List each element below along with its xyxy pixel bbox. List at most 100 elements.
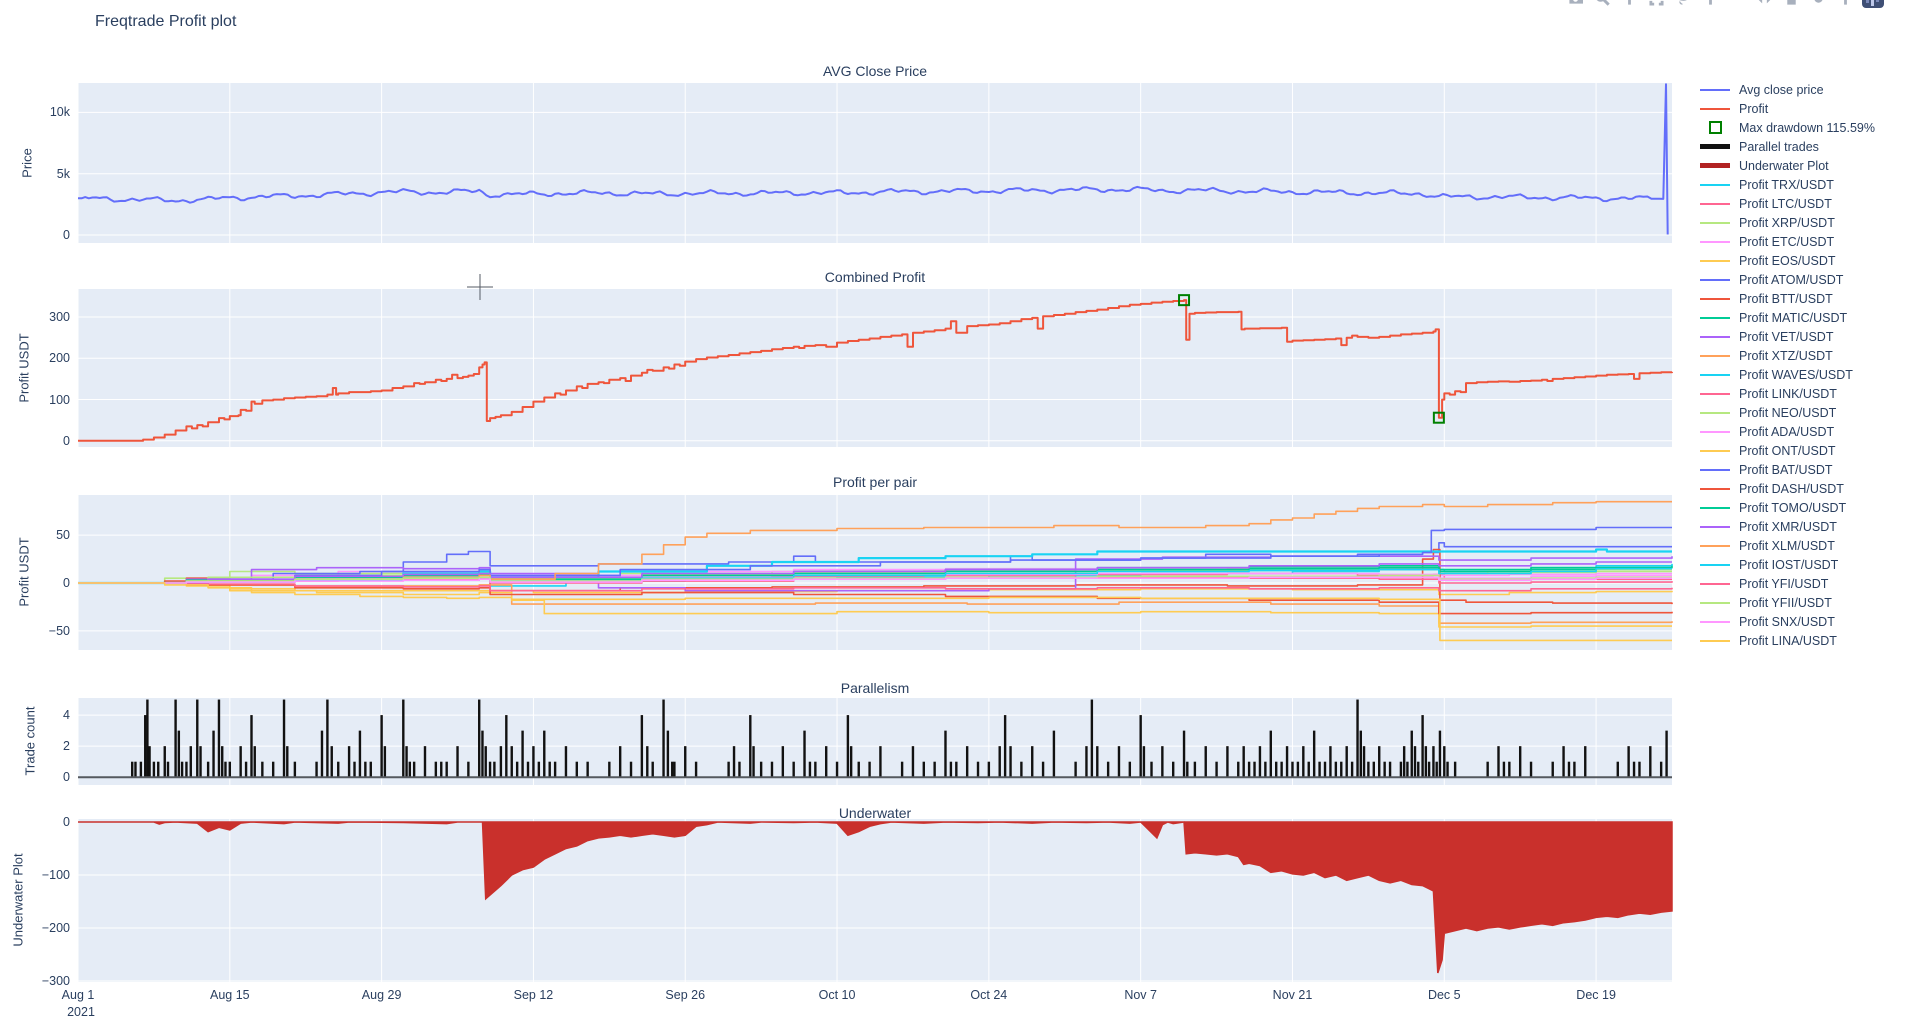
y-tick-label: 0 [63, 770, 70, 785]
parallel-trades-bar [510, 746, 513, 778]
zoom-icon[interactable] [1592, 0, 1612, 9]
legend-item-profit-bat-usdt[interactable]: Profit BAT/USDT [1700, 460, 1875, 479]
pair-line-profit-snx-usdt [78, 576, 1672, 584]
y-tick-label: 10k [49, 105, 70, 120]
legend-item-label: Profit TRX/USDT [1739, 177, 1834, 192]
parallel-trades-bar [353, 761, 356, 778]
legend-item-profit-xlm-usdt[interactable]: Profit XLM/USDT [1700, 536, 1875, 555]
parallel-trades-bar [781, 746, 785, 778]
parallel-trades-bar [1291, 761, 1294, 778]
legend-line-swatch-icon [1700, 373, 1732, 376]
parallel-trades-bar [998, 746, 1001, 778]
plot-area-1[interactable] [78, 289, 1672, 447]
parallel-trades-bar [315, 761, 318, 778]
legend-item-profit-xmr-usdt[interactable]: Profit XMR/USDT [1700, 517, 1875, 536]
x-tick-label: Dec 5 [1427, 988, 1461, 1002]
reset-axes-icon[interactable] [1781, 0, 1801, 9]
legend-line-swatch-icon [1700, 601, 1732, 604]
parallel-trades-bar [1627, 746, 1630, 778]
autoscale-icon[interactable] [1754, 0, 1774, 9]
pan-icon[interactable] [1619, 0, 1639, 9]
plot-area-0[interactable] [78, 83, 1672, 243]
legend-item-underwater-plot[interactable]: Underwater Plot [1700, 156, 1875, 175]
legend-item-profit-atom-usdt[interactable]: Profit ATOM/USDT [1700, 270, 1875, 289]
legend-item-profit-matic-usdt[interactable]: Profit MATIC/USDT [1700, 308, 1875, 327]
parallel-trades-bar [326, 699, 329, 778]
legend-item-label: Avg close price [1739, 82, 1824, 97]
legend-line-swatch-icon [1700, 163, 1732, 168]
legend-item-profit-iost-usdt[interactable]: Profit IOST/USDT [1700, 555, 1875, 574]
legend-item-profit-yfii-usdt[interactable]: Profit YFII/USDT [1700, 593, 1875, 612]
parallel-trades-bar [148, 746, 151, 778]
parallel-trades-bar [1031, 746, 1034, 778]
hover-closest-icon[interactable] [1808, 0, 1828, 9]
legend-item-profit[interactable]: Profit [1700, 99, 1875, 118]
pair-line-profit-xmr-usdt [78, 561, 1672, 584]
parallel-trades-bar [1367, 761, 1370, 778]
legend-item-profit-ont-usdt[interactable]: Profit ONT/USDT [1700, 441, 1875, 460]
legend-item-profit-snx-usdt[interactable]: Profit SNX/USDT [1700, 612, 1875, 631]
parallel-trades-bar [1280, 761, 1283, 778]
parallel-trades-bar [673, 761, 676, 778]
y-tick-label: −200 [41, 920, 70, 935]
legend-item-profit-btt-usdt[interactable]: Profit BTT/USDT [1700, 289, 1875, 308]
combined-profit-line [78, 299, 1673, 442]
legend-line-swatch-icon [1700, 506, 1732, 509]
zoom-in-icon[interactable] [1700, 0, 1720, 9]
y-axis-title-price: Price [19, 148, 35, 178]
parallel-trades-bar [1427, 761, 1431, 778]
legend-item-label: Profit MATIC/USDT [1739, 310, 1848, 325]
legend-item-profit-eos-usdt[interactable]: Profit EOS/USDT [1700, 251, 1875, 270]
legend-item-profit-etc-usdt[interactable]: Profit ETC/USDT [1700, 232, 1875, 251]
parallel-trades-bar [1383, 761, 1386, 778]
legend-item-profit-xtz-usdt[interactable]: Profit XTZ/USDT [1700, 346, 1875, 365]
parallel-trades-bar [1421, 715, 1424, 778]
legend-item-profit-trx-usdt[interactable]: Profit TRX/USDT [1700, 175, 1875, 194]
lasso-icon[interactable] [1673, 0, 1693, 9]
parallel-trades-bar [1665, 730, 1668, 778]
camera-icon[interactable] [1565, 0, 1585, 9]
legend-item-label: Profit EOS/USDT [1739, 253, 1836, 268]
parallel-trades-bar [1139, 715, 1142, 778]
legend-item-parallel-trades[interactable]: Parallel trades [1700, 137, 1875, 156]
legend-line-swatch-icon [1700, 411, 1732, 414]
max-drawdown-marker-icon [1700, 121, 1732, 134]
plotly-logo[interactable] [1862, 0, 1884, 8]
parallel-trades-bar [955, 761, 958, 778]
legend-item-profit-ada-usdt[interactable]: Profit ADA/USDT [1700, 422, 1875, 441]
legend-item-profit-dash-usdt[interactable]: Profit DASH/USDT [1700, 479, 1875, 498]
parallel-trades-bar [1356, 699, 1359, 778]
legend-item-profit-vet-usdt[interactable]: Profit VET/USDT [1700, 327, 1875, 346]
legend-item-label: Profit [1739, 101, 1769, 116]
parallel-trades-bar [543, 730, 546, 778]
legend-item-profit-waves-usdt[interactable]: Profit WAVES/USDT [1700, 365, 1875, 384]
legend-item-label: Profit SNX/USDT [1739, 614, 1835, 629]
parallel-trades-bar [1424, 746, 1428, 778]
zoom-out-icon[interactable] [1727, 0, 1747, 9]
parallel-trades-bar [1247, 761, 1251, 778]
legend-item-profit-yfi-usdt[interactable]: Profit YFI/USDT [1700, 574, 1875, 593]
box-select-icon[interactable] [1646, 0, 1666, 9]
parallel-trades-bar [271, 761, 275, 778]
parallel-trades-bar [1171, 761, 1175, 778]
legend-item-profit-xrp-usdt[interactable]: Profit XRP/USDT [1700, 213, 1875, 232]
y-axis-title-profit-usdt-1: Profit USDT [16, 333, 32, 403]
parallel-trades-bar [358, 730, 362, 778]
max-drawdown-marker-0 [1178, 294, 1191, 307]
legend-item-profit-neo-usdt[interactable]: Profit NEO/USDT [1700, 403, 1875, 422]
x-tick-label: Oct 24 [970, 988, 1008, 1002]
parallel-trades-bar [752, 746, 755, 778]
legend-item-profit-tomo-usdt[interactable]: Profit TOMO/USDT [1700, 498, 1875, 517]
legend-item-profit-link-usdt[interactable]: Profit LINK/USDT [1700, 384, 1875, 403]
parallel-trades-bar [846, 715, 850, 778]
legend-item-max-drawdown-115-59-[interactable]: Max drawdown 115.59% [1700, 118, 1875, 137]
legend-item-profit-lina-usdt[interactable]: Profit LINA/USDT [1700, 631, 1875, 650]
parallel-trades-bar [1226, 746, 1229, 778]
parallel-trades-bar [548, 761, 551, 778]
legend-item-label: Profit NEO/USDT [1739, 405, 1837, 420]
legend-item-profit-ltc-usdt[interactable]: Profit LTC/USDT [1700, 194, 1875, 213]
legend-item-avg-close-price[interactable]: Avg close price [1700, 80, 1875, 99]
hover-compare-icon[interactable] [1835, 0, 1855, 9]
parallel-trades-bar [879, 746, 882, 778]
